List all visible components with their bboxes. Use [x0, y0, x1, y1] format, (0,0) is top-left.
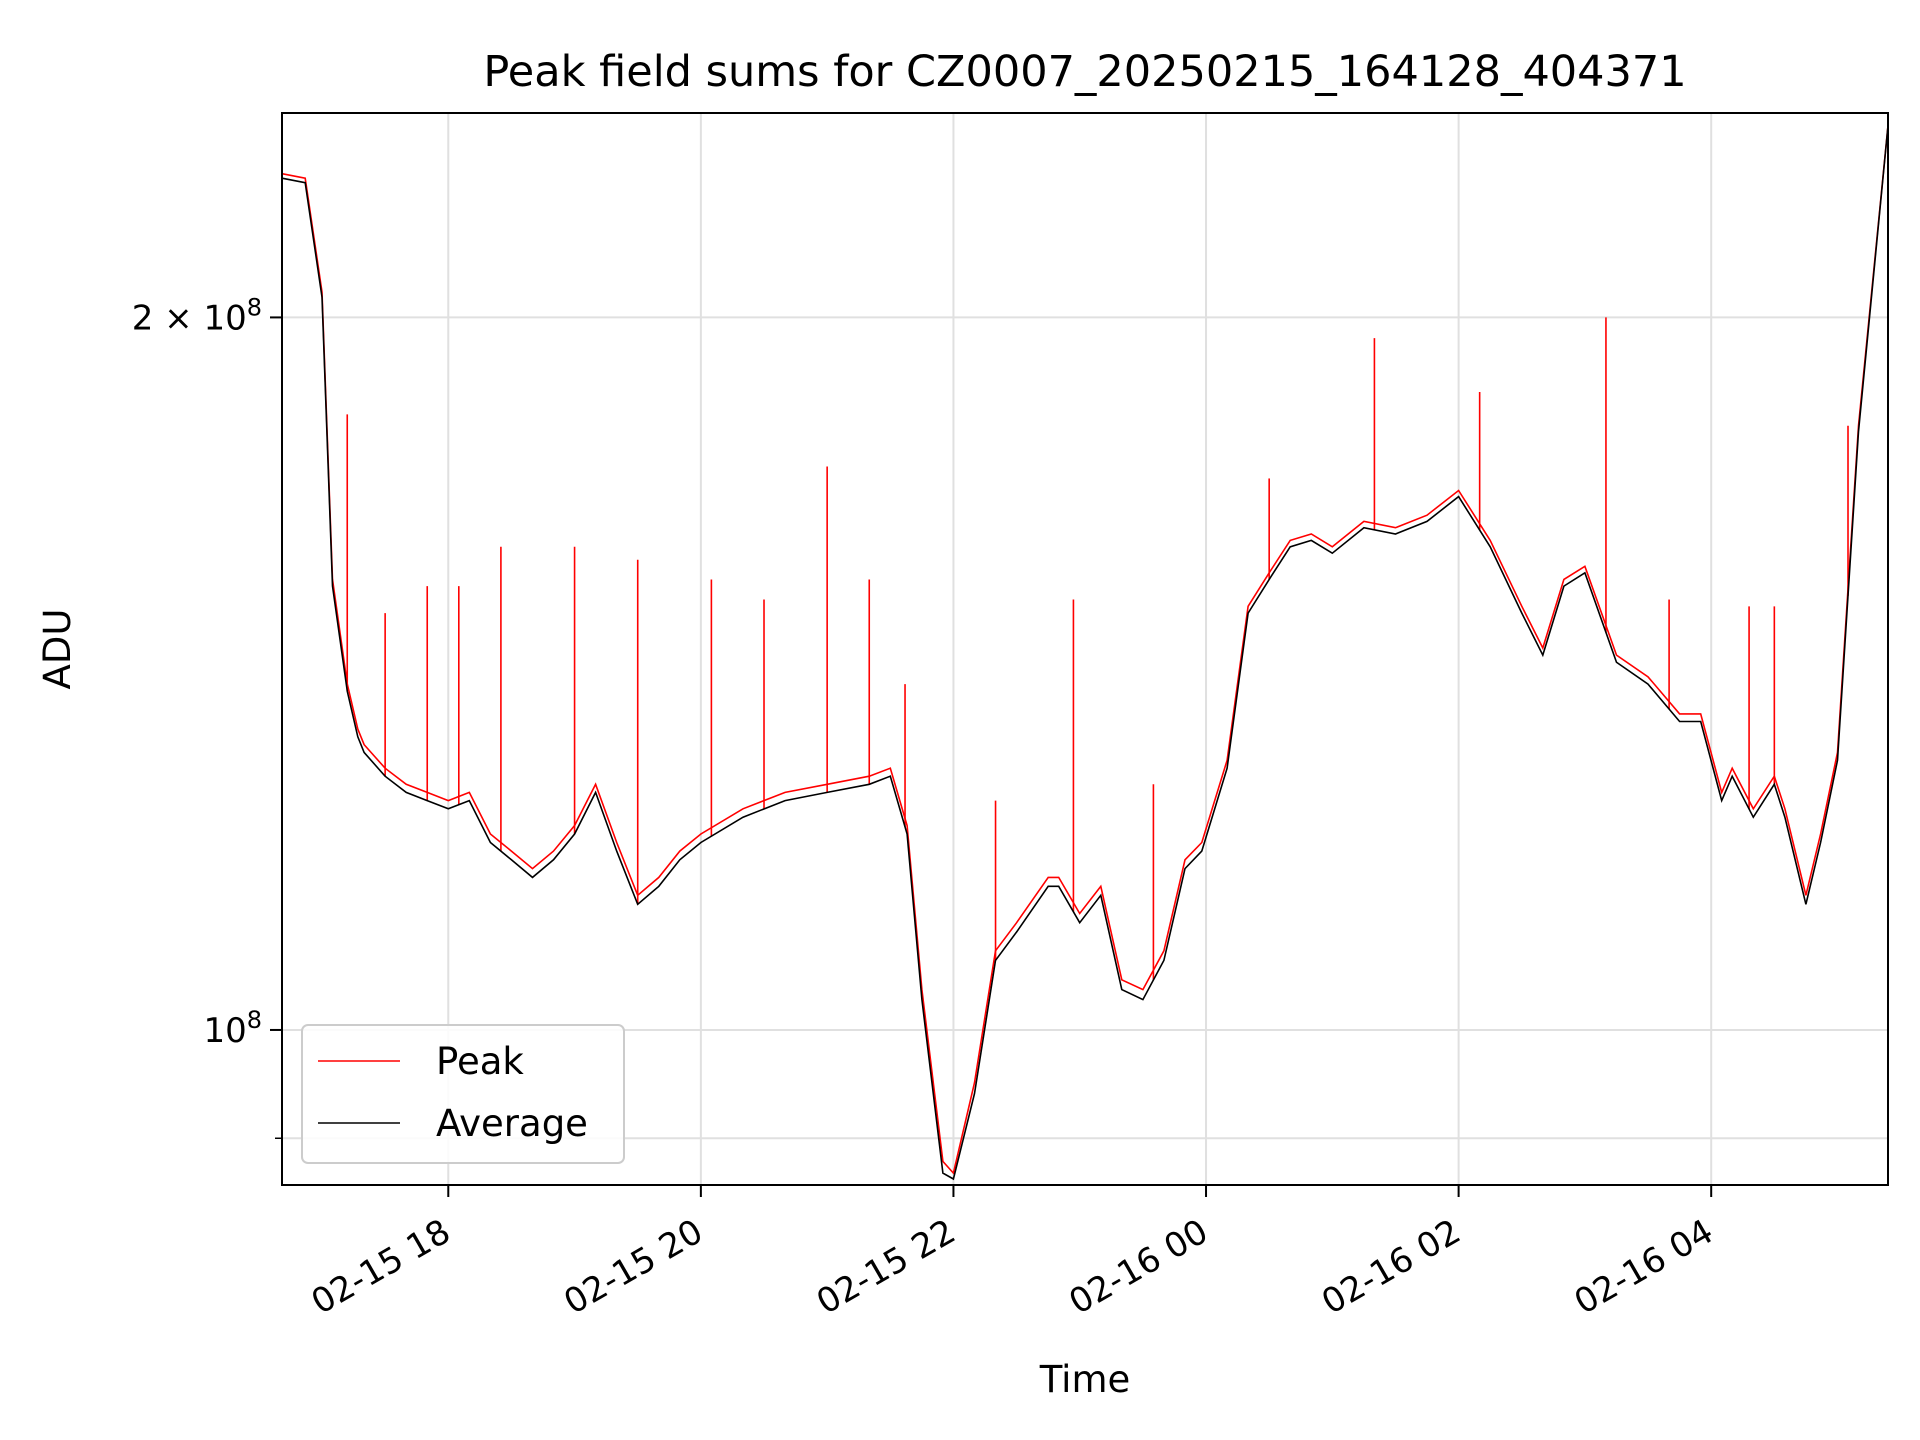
legend-box — [301, 1024, 625, 1164]
series-average-line — [281, 125, 1889, 1181]
axes-frame — [281, 112, 1889, 1186]
legend: Peak Average — [301, 1024, 625, 1164]
chart-title: Peak field sums for CZ0007_20250215_1641… — [483, 47, 1686, 97]
y-tick-label: 2 × 108 — [132, 293, 262, 338]
legend-peak-label: Peak — [436, 1040, 524, 1083]
y-axis-label: ADU — [36, 609, 79, 690]
y-tick-label: 108 — [203, 1006, 262, 1051]
plot-series — [281, 125, 1889, 1181]
x-axis-label: Time — [1039, 1358, 1131, 1401]
series-peak-line — [281, 125, 1889, 1175]
legend-average-label: Average — [436, 1102, 588, 1145]
